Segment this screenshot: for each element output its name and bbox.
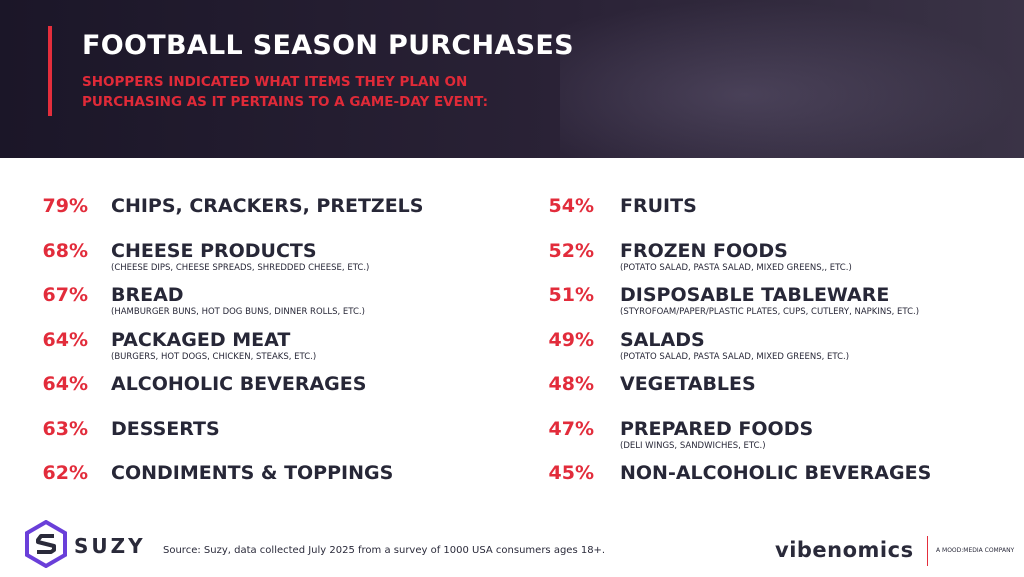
item-label: NON-ALCOHOLIC BEVERAGES xyxy=(620,462,932,484)
percent-value: 63% xyxy=(42,417,88,440)
item-label: CHIPS, CRACKERS, PRETZELS xyxy=(111,195,424,217)
item-label: PACKAGED MEAT xyxy=(111,328,291,351)
table-row: 64% PACKAGED MEAT (BURGERS, HOT DOGS, CHIC… xyxy=(0,328,1024,368)
title-accent-bar xyxy=(48,26,52,116)
table-row: 68% CHEESE PRODUCTS (CHEESE DIPS, CHEESE S… xyxy=(0,239,1024,279)
page-subtitle: SHOPPERS INDICATED WHAT ITEMS THEY PLAN … xyxy=(82,74,489,110)
table-row: 64% ALCOHOLIC BEVERAGES xyxy=(0,372,1024,412)
source-note: Source: Suzy, data collected July 2025 f… xyxy=(163,545,606,556)
percent-value: 54% xyxy=(548,195,594,217)
item-note: (BURGERS, HOT DOGS, CHICKEN, STEAKS, ETC… xyxy=(111,351,317,362)
item-label: FRUITS xyxy=(620,195,697,217)
item-note: (CHEESE DIPS, CHEESE SPREADS, SHREDDED C… xyxy=(111,262,370,273)
percent-value: 64% xyxy=(42,373,88,395)
table-row: 67% BREAD (HAMBURGER BUNS, HOT DOG BUNS, D… xyxy=(0,283,1024,323)
item-label: CHEESE PRODUCTS xyxy=(111,239,317,262)
item-label: FROZEN FOODS xyxy=(620,239,788,262)
item-label: CONDIMENTS & TOPPINGS xyxy=(111,462,394,484)
header-banner: FOOTBALL SEASON PURCHASES SHOPPERS INDIC… xyxy=(0,0,1024,158)
suzy-logo-text: SUZY xyxy=(74,534,146,558)
item-label: SALADS xyxy=(620,328,705,351)
table-row: 49% SALADS (POTATO SALAD, PASTA SALAD, MIX… xyxy=(0,328,1024,368)
item-note: (POTATO SALAD, PASTA SALAD, MIXED GREENS… xyxy=(620,351,850,362)
percent-value: 49% xyxy=(548,328,594,351)
table-row: 63% DESSERTS xyxy=(0,417,1024,457)
table-row: 62% CONDIMENTS & TOPPINGS xyxy=(0,461,1024,501)
table-row: 79% CHIPS, CRACKERS, PRETZELS xyxy=(0,194,1024,234)
table-row: 52% FROZEN FOODS (POTATO SALAD, PASTA SALA… xyxy=(0,239,1024,279)
item-label: DISPOSABLE TABLEWARE xyxy=(620,284,890,306)
item-note: (DELI WINGS, SANDWICHES, ETC.) xyxy=(620,440,766,451)
percent-value: 68% xyxy=(42,239,88,262)
item-label: PREPARED FOODS xyxy=(620,417,814,440)
item-label: BREAD xyxy=(111,284,184,306)
item-label: VEGETABLES xyxy=(620,373,756,395)
item-note: (HAMBURGER BUNS, HOT DOG BUNS, DINNER RO… xyxy=(111,307,365,317)
item-label: ALCOHOLIC BEVERAGES xyxy=(111,373,367,395)
suzy-logo: SUZY xyxy=(24,520,184,568)
vibenomics-tagline: A MOOD:MEDIA COMPANY xyxy=(936,547,1015,554)
percent-value: 64% xyxy=(42,328,88,351)
percent-value: 47% xyxy=(548,417,594,440)
percent-value: 48% xyxy=(548,373,594,395)
percent-value: 62% xyxy=(42,462,88,484)
table-row: 45% NON-ALCOHOLIC BEVERAGES xyxy=(0,461,1024,501)
item-note: (POTATO SALAD, PASTA SALAD, MIXED GREENS… xyxy=(620,262,852,273)
percent-value: 45% xyxy=(548,462,594,484)
percent-value: 52% xyxy=(548,239,594,262)
header-background-glow xyxy=(560,0,1020,158)
table-row: 54% FRUITS xyxy=(0,194,1024,234)
vibenomics-logo: vibenomics xyxy=(775,538,914,562)
page-title: FOOTBALL SEASON PURCHASES xyxy=(82,30,574,61)
suzy-logo-icon xyxy=(25,520,67,568)
logo-divider xyxy=(927,536,928,566)
percent-value: 67% xyxy=(42,284,88,306)
percent-value: 51% xyxy=(548,284,594,306)
percent-value: 79% xyxy=(42,195,88,217)
table-row: 48% VEGETABLES xyxy=(0,372,1024,412)
item-note: (STYROFOAM/PAPER/PLASTIC PLATES, CUPS, C… xyxy=(620,307,920,317)
item-label: DESSERTS xyxy=(111,417,220,440)
table-row: 47% PREPARED FOODS (DELI WINGS, SANDWICHES… xyxy=(0,417,1024,457)
table-row: 51% DISPOSABLE TABLEWARE (STYROFOAM/PAPER/… xyxy=(0,283,1024,323)
